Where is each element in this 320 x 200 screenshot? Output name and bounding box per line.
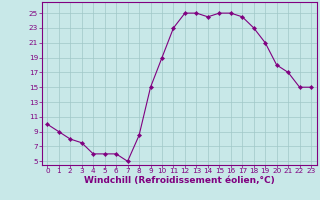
X-axis label: Windchill (Refroidissement éolien,°C): Windchill (Refroidissement éolien,°C) — [84, 176, 275, 185]
